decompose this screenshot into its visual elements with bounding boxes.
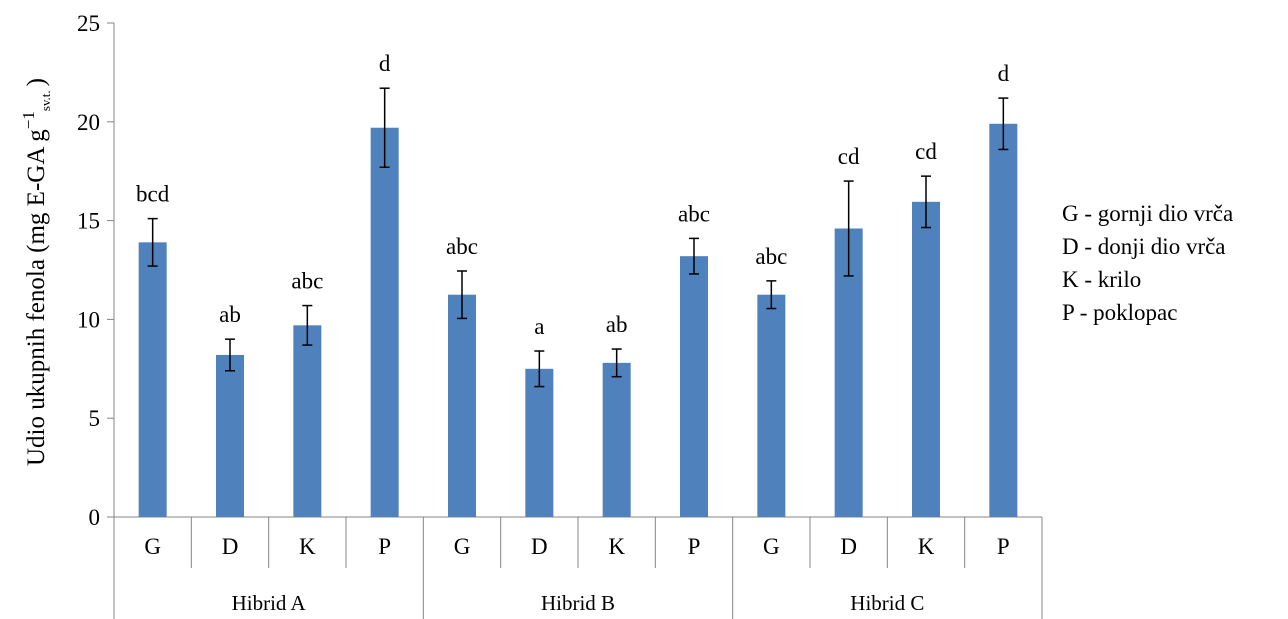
y-tick-label: 20 bbox=[77, 110, 100, 135]
bar bbox=[602, 362, 631, 517]
category-label: P bbox=[997, 534, 1010, 559]
y-tick-label: 15 bbox=[77, 209, 100, 234]
significance-letter: a bbox=[534, 314, 544, 339]
legend-entry: D - donji dio vrča bbox=[1062, 234, 1226, 259]
category-label: K bbox=[608, 534, 625, 559]
y-tick-label: 25 bbox=[77, 11, 100, 36]
bar bbox=[293, 325, 322, 517]
group-label: Hibrid B bbox=[541, 591, 615, 615]
bar bbox=[448, 294, 476, 517]
bar bbox=[370, 127, 399, 517]
significance-letter: ab bbox=[606, 312, 628, 337]
legend-entry: G - gornji dio vrča bbox=[1062, 201, 1233, 226]
y-tick-label: 5 bbox=[89, 406, 101, 431]
group-label: Hibrid C bbox=[850, 591, 924, 615]
bar bbox=[912, 201, 940, 517]
bar bbox=[680, 256, 708, 517]
legend-entry: P - poklopac bbox=[1062, 300, 1177, 325]
category-label: G bbox=[144, 534, 161, 559]
category-label: G bbox=[763, 534, 780, 559]
significance-letter: abc bbox=[291, 269, 323, 294]
legend-entry: K - krilo bbox=[1062, 267, 1141, 292]
significance-letter: cd bbox=[915, 139, 937, 164]
category-label: D bbox=[531, 534, 548, 559]
significance-letter: abc bbox=[678, 201, 710, 226]
significance-letter: d bbox=[379, 51, 391, 76]
group-label: Hibrid A bbox=[232, 591, 307, 615]
category-label: P bbox=[378, 534, 391, 559]
significance-letter: d bbox=[998, 61, 1010, 86]
category-label: K bbox=[918, 534, 935, 559]
bar bbox=[989, 123, 1018, 517]
significance-letter: abc bbox=[755, 244, 787, 269]
bar bbox=[525, 368, 554, 517]
significance-letter: cd bbox=[838, 144, 860, 169]
significance-letter: abc bbox=[446, 234, 478, 259]
bar bbox=[757, 294, 786, 517]
significance-letter: ab bbox=[219, 302, 241, 327]
y-axis-title: Udio ukupnih fenola (mg E-GA g−1sv.t.) bbox=[19, 78, 53, 466]
bar bbox=[138, 242, 167, 517]
category-label: D bbox=[222, 534, 239, 559]
significance-letter: bcd bbox=[136, 182, 170, 207]
category-label: K bbox=[299, 534, 316, 559]
y-tick-label: 10 bbox=[77, 307, 100, 332]
category-label: G bbox=[454, 534, 471, 559]
category-label: P bbox=[688, 534, 701, 559]
bar bbox=[216, 354, 244, 517]
category-label: D bbox=[840, 534, 857, 559]
y-tick-label: 0 bbox=[89, 505, 101, 530]
